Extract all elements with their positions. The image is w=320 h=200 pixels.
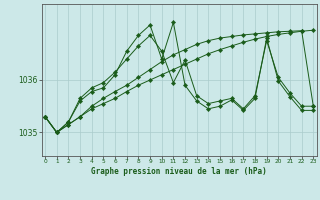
X-axis label: Graphe pression niveau de la mer (hPa): Graphe pression niveau de la mer (hPa): [91, 167, 267, 176]
